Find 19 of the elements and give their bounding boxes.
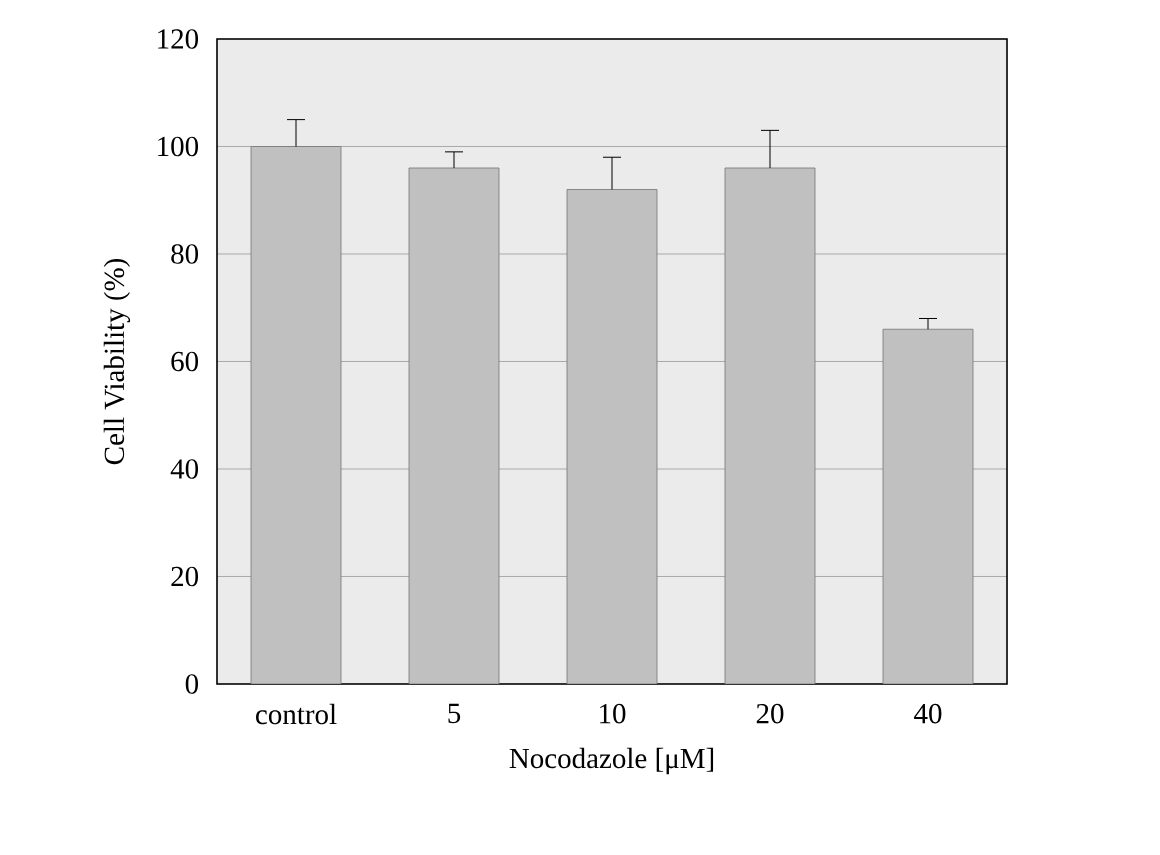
bar [882, 328, 974, 684]
bar [408, 167, 500, 684]
y-tick-label: 100 [158, 136, 199, 157]
y-tick-label: 60 [171, 351, 199, 372]
x-tick-label: 40 [914, 703, 942, 724]
bar [724, 167, 816, 684]
bar [250, 146, 342, 684]
y-tick-label: 0 [185, 674, 199, 694]
y-tick-label: 40 [170, 459, 199, 479]
x-tick-label: 5 [448, 703, 461, 724]
x-tick-label: 20 [756, 703, 784, 724]
x-tick-label: control [256, 703, 337, 725]
y-tick-label: 120 [158, 29, 199, 49]
x-tick-label: 10 [600, 703, 626, 724]
bar [566, 189, 658, 684]
y-tick-label: 80 [171, 244, 199, 264]
x-axis-title: Nocodazole [μM] [509, 747, 714, 775]
y-tick-label: 20 [171, 566, 199, 587]
y-axis-title: Cell Viability (%) [103, 258, 131, 465]
